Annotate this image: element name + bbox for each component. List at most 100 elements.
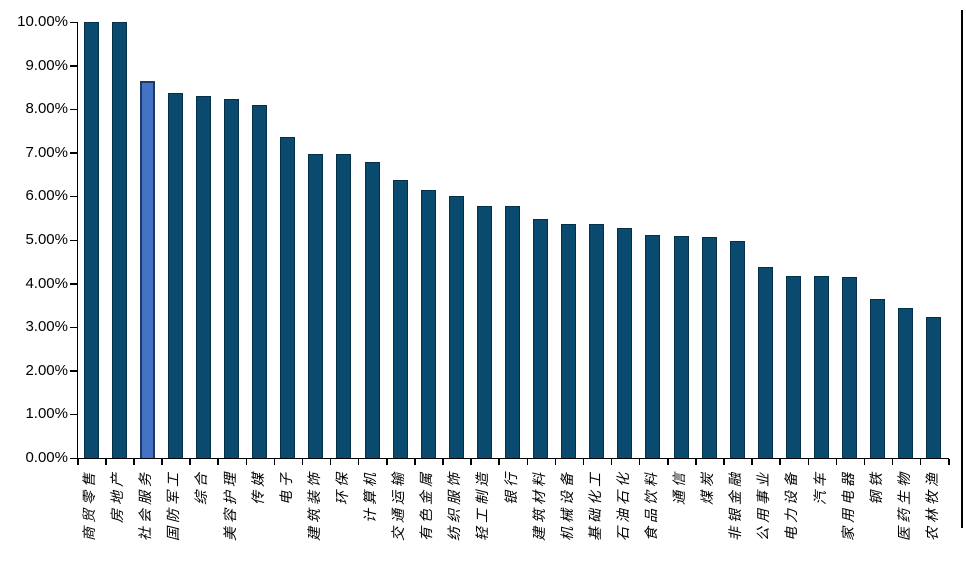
x-axis-tick-mark bbox=[863, 459, 866, 465]
bar bbox=[842, 277, 858, 458]
y-axis-tick-label: 3.00% bbox=[25, 318, 68, 336]
x-axis-tick-mark bbox=[779, 459, 781, 465]
bar bbox=[757, 267, 773, 458]
x-axis-category-label: 食品饮料 bbox=[644, 469, 660, 541]
x-axis-tick-mark bbox=[357, 459, 360, 465]
y-axis-tick-label: 0.00% bbox=[25, 449, 68, 466]
x-axis-category-label: 轻工制造 bbox=[476, 469, 492, 541]
x-axis-tick-mark bbox=[133, 459, 135, 465]
y-axis-tick-mark bbox=[70, 283, 77, 285]
bar bbox=[420, 190, 436, 458]
y-axis-tick-mark bbox=[70, 108, 77, 111]
x-axis-tick-mark bbox=[751, 459, 753, 465]
x-axis-tick-mark bbox=[948, 459, 950, 465]
bar bbox=[617, 227, 633, 458]
x-axis-tick-mark bbox=[189, 459, 191, 465]
y-axis-tick-label: 4.00% bbox=[25, 274, 68, 292]
bar bbox=[645, 234, 661, 458]
x-axis-category-label: 纺织服饰 bbox=[448, 469, 464, 541]
y-axis-tick-label: 2.00% bbox=[25, 361, 68, 379]
plot-area bbox=[77, 22, 949, 459]
x-axis-tick-mark bbox=[470, 459, 472, 465]
bar bbox=[701, 236, 717, 458]
x-axis-tick-mark bbox=[582, 459, 585, 465]
x-axis-category-label: 计算机 bbox=[364, 469, 380, 523]
bar bbox=[252, 105, 268, 458]
x-axis-category-label: 银行 bbox=[504, 469, 520, 505]
x-axis-category-label: 电子 bbox=[279, 469, 295, 505]
x-axis-tick-mark bbox=[526, 459, 529, 465]
x-axis-tick-mark bbox=[807, 459, 810, 465]
bar bbox=[280, 136, 296, 458]
x-axis-tick-mark bbox=[245, 459, 248, 465]
x-axis-category-label: 有色金属 bbox=[420, 469, 436, 541]
y-axis-tick-mark bbox=[70, 239, 77, 241]
bar-highlighted bbox=[139, 80, 155, 458]
y-axis-tick-label: 6.00% bbox=[25, 187, 68, 205]
bar bbox=[926, 317, 942, 458]
bar bbox=[729, 240, 745, 458]
x-axis-tick-mark bbox=[554, 459, 557, 465]
x-axis-tick-mark bbox=[273, 459, 276, 465]
x-axis-category-label: 国防军工 bbox=[167, 469, 183, 541]
bar bbox=[111, 22, 127, 458]
x-axis-tick-mark bbox=[414, 459, 416, 465]
y-axis-tick-label: 1.00% bbox=[25, 405, 68, 423]
x-axis-category-label: 传媒 bbox=[251, 469, 267, 505]
x-axis-category-label: 通信 bbox=[673, 469, 689, 505]
x-axis-category-label: 家用电器 bbox=[841, 469, 857, 541]
x-axis-category-label: 煤炭 bbox=[701, 469, 717, 505]
right-border-line bbox=[961, 10, 963, 528]
bar bbox=[898, 307, 914, 458]
bar bbox=[589, 224, 605, 458]
y-axis-tick-mark bbox=[70, 370, 77, 372]
bar bbox=[870, 298, 886, 458]
bar bbox=[83, 22, 99, 458]
bar bbox=[224, 99, 240, 458]
x-axis-tick-mark bbox=[695, 459, 697, 465]
bar bbox=[448, 196, 464, 458]
x-axis-category-label: 钢铁 bbox=[869, 469, 885, 505]
x-axis-tick-mark bbox=[442, 459, 444, 465]
x-axis-tick-mark bbox=[638, 459, 641, 465]
x-axis-tick-mark bbox=[891, 459, 894, 465]
x-axis-tick-mark bbox=[77, 459, 79, 465]
y-axis-tick-label: 10.00% bbox=[17, 13, 68, 30]
y-axis-tick-mark bbox=[70, 152, 77, 154]
y-axis-tick-mark bbox=[70, 195, 77, 198]
bar bbox=[673, 235, 689, 458]
bar bbox=[195, 96, 211, 458]
x-axis-tick-mark bbox=[667, 459, 669, 465]
x-axis-tick-mark bbox=[161, 459, 163, 465]
bar bbox=[561, 224, 577, 458]
y-axis-tick-label: 5.00% bbox=[25, 231, 68, 248]
y-axis-tick-mark bbox=[70, 65, 77, 67]
x-axis-category-label: 建筑材料 bbox=[532, 469, 548, 541]
x-axis-tick-mark bbox=[610, 459, 613, 465]
x-axis-tick-mark bbox=[919, 459, 922, 465]
x-axis-category-label: 农林牧渔 bbox=[925, 469, 941, 541]
y-axis-tick-mark bbox=[70, 457, 77, 459]
y-axis-tick-label: 9.00% bbox=[25, 56, 68, 74]
bar bbox=[364, 161, 380, 458]
x-axis-tick-mark bbox=[498, 459, 500, 465]
x-axis-tick-mark bbox=[835, 459, 838, 465]
bar bbox=[167, 92, 183, 458]
bar bbox=[505, 205, 520, 458]
x-axis-tick-mark bbox=[386, 459, 388, 465]
bar bbox=[814, 276, 830, 458]
x-axis-category-label: 基础化工 bbox=[588, 469, 604, 541]
x-axis-category-label: 交通运输 bbox=[392, 469, 408, 541]
x-axis-category-label: 公用事业 bbox=[757, 469, 773, 541]
y-axis-tick-label: 8.00% bbox=[25, 100, 68, 118]
x-axis-tick-mark bbox=[217, 459, 219, 465]
x-axis-category-label: 石油石化 bbox=[616, 469, 632, 541]
x-axis-category-label: 医药生物 bbox=[897, 469, 913, 541]
bar bbox=[476, 205, 492, 458]
bar bbox=[533, 219, 549, 458]
x-axis-category-label: 建筑装饰 bbox=[307, 469, 323, 541]
x-axis-category-label: 综合 bbox=[195, 469, 211, 505]
x-axis-category-label: 社会服务 bbox=[139, 469, 155, 541]
bar bbox=[308, 153, 324, 458]
x-axis-category-label: 美容护理 bbox=[223, 469, 239, 541]
